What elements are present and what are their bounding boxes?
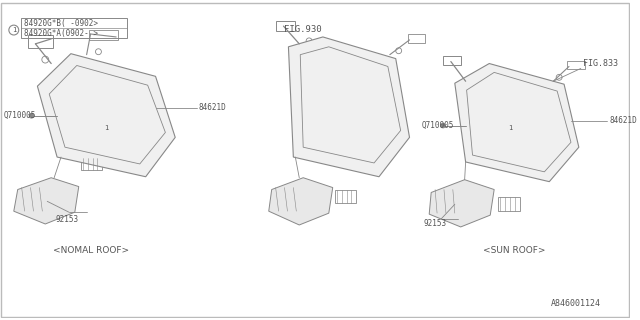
Circle shape: [369, 63, 372, 66]
Text: 1: 1: [508, 124, 512, 131]
Circle shape: [312, 58, 314, 61]
Polygon shape: [429, 180, 494, 227]
Text: 92153: 92153: [55, 215, 78, 224]
Bar: [490, 101, 551, 152]
Circle shape: [555, 146, 557, 149]
Text: Q710005: Q710005: [421, 121, 454, 130]
Circle shape: [85, 155, 88, 157]
Bar: [77, 118, 95, 127]
Text: Q710005: Q710005: [4, 111, 36, 120]
Text: 1: 1: [104, 124, 108, 131]
Text: 1: 1: [12, 27, 16, 33]
Text: FIG.930: FIG.930: [284, 25, 321, 34]
Bar: [88, 30, 118, 40]
Polygon shape: [455, 64, 579, 182]
Bar: [567, 60, 585, 69]
Text: 92153: 92153: [423, 220, 447, 228]
Circle shape: [540, 98, 543, 100]
Circle shape: [479, 94, 482, 98]
Circle shape: [143, 145, 146, 148]
Circle shape: [479, 146, 482, 149]
Bar: [443, 56, 461, 66]
Bar: [408, 34, 425, 43]
Bar: [335, 189, 356, 203]
Text: 84621D: 84621D: [609, 116, 637, 125]
Text: 84621D: 84621D: [199, 103, 227, 112]
Circle shape: [383, 126, 385, 129]
Bar: [20, 18, 127, 38]
Text: FIG.833: FIG.833: [583, 59, 618, 68]
Text: <NOMAL ROOF>: <NOMAL ROOF>: [52, 246, 129, 255]
Text: A846001124: A846001124: [551, 299, 601, 308]
Text: 84920G*B( -0902>: 84920G*B( -0902>: [24, 19, 98, 28]
Bar: [99, 125, 112, 133]
Circle shape: [129, 86, 131, 89]
Circle shape: [308, 126, 312, 129]
Circle shape: [29, 113, 34, 118]
Circle shape: [440, 123, 445, 128]
Polygon shape: [269, 178, 333, 225]
Text: 84920G*A(0902- >: 84920G*A(0902- >: [24, 28, 98, 37]
Bar: [498, 197, 520, 211]
Bar: [276, 21, 295, 31]
Bar: [28, 35, 53, 48]
Polygon shape: [14, 178, 79, 224]
Bar: [81, 130, 93, 135]
Polygon shape: [37, 54, 175, 177]
Polygon shape: [289, 37, 410, 177]
Text: <SUN ROOF>: <SUN ROOF>: [483, 246, 545, 255]
Circle shape: [74, 100, 76, 102]
Bar: [325, 89, 342, 99]
Bar: [81, 158, 102, 170]
